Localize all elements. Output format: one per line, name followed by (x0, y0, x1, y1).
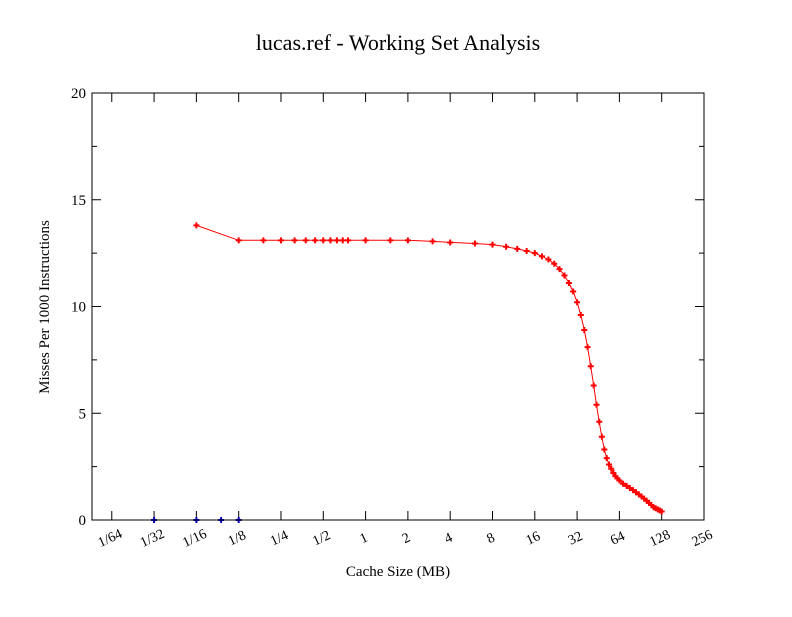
data-point (447, 239, 454, 246)
data-point (620, 480, 627, 487)
series-line (196, 224, 662, 512)
data-point (339, 237, 346, 244)
x-tick-label: 4 (442, 531, 455, 548)
y-tick-label: 5 (79, 406, 87, 422)
x-tick-label: 1/2 (311, 528, 334, 549)
data-point (523, 247, 530, 254)
data-point (584, 344, 591, 351)
data-point (561, 272, 568, 279)
data-point (574, 299, 581, 306)
data-point (626, 484, 633, 491)
data-point (429, 238, 436, 245)
data-point (514, 245, 521, 252)
data-point (362, 237, 369, 244)
data-point (601, 446, 608, 453)
data-point (538, 253, 545, 260)
x-tick-label: 64 (608, 529, 627, 549)
data-point (606, 461, 613, 468)
data-point (610, 470, 617, 477)
data-point (333, 237, 340, 244)
chart-title: lucas.ref - Working Set Analysis (256, 30, 540, 55)
data-point (345, 237, 352, 244)
data-point (581, 326, 588, 333)
data-point (320, 237, 327, 244)
data-point (593, 401, 600, 408)
data-point (577, 312, 584, 319)
data-point (302, 237, 309, 244)
data-point (312, 237, 319, 244)
y-tick-label: 0 (79, 513, 87, 529)
data-point (590, 382, 597, 389)
y-tick-label: 10 (71, 300, 86, 316)
data-point (193, 222, 200, 229)
data-point (387, 237, 394, 244)
data-point (603, 455, 610, 462)
data-point (327, 237, 334, 244)
series-1 (193, 222, 665, 515)
data-point (556, 266, 563, 273)
y-tick-label: 20 (71, 86, 86, 102)
data-point (277, 237, 284, 244)
x-tick-label: 256 (690, 528, 715, 550)
data-point (235, 237, 242, 244)
data-point (531, 250, 538, 257)
data-point (596, 418, 603, 425)
data-point (616, 477, 623, 484)
data-point (658, 508, 665, 515)
y-axis-label: Misses Per 1000 Instructions (37, 220, 53, 394)
x-tick-label: 32 (566, 529, 585, 549)
x-tick-label: 8 (485, 531, 498, 548)
x-tick-label: 2 (400, 531, 413, 548)
axes: 1/64 1/32 1/16 1/8 1/4 1/2 1 2 4 8 16 32 64 128 256 0 5 1… (71, 86, 715, 551)
plot-series (151, 222, 665, 523)
data-point (489, 241, 496, 248)
data-point (471, 240, 478, 247)
data-point (404, 237, 411, 244)
data-point (291, 237, 298, 244)
data-point (598, 433, 605, 440)
x-tick-label: 1 (358, 531, 371, 548)
data-point (545, 256, 552, 263)
x-tick-label: 128 (648, 528, 673, 550)
data-point (608, 465, 615, 472)
data-point (551, 260, 558, 267)
data-point (623, 482, 630, 489)
data-point (570, 288, 577, 295)
x-tick-label: 1/16 (180, 527, 209, 551)
x-tick-label: 1/8 (226, 528, 249, 549)
x-tick-label: 1/64 (96, 527, 125, 551)
x-tick-label: 1/32 (138, 527, 167, 551)
data-point (587, 363, 594, 370)
data-point (503, 243, 510, 250)
data-point (565, 280, 572, 287)
x-tick-label: 16 (524, 529, 543, 549)
y-tick-label: 15 (71, 193, 86, 209)
plot-frame (91, 92, 705, 521)
x-axis-label: Cache Size (MB) (346, 564, 450, 580)
data-point (260, 237, 267, 244)
x-tick-label: 1/4 (268, 528, 291, 549)
